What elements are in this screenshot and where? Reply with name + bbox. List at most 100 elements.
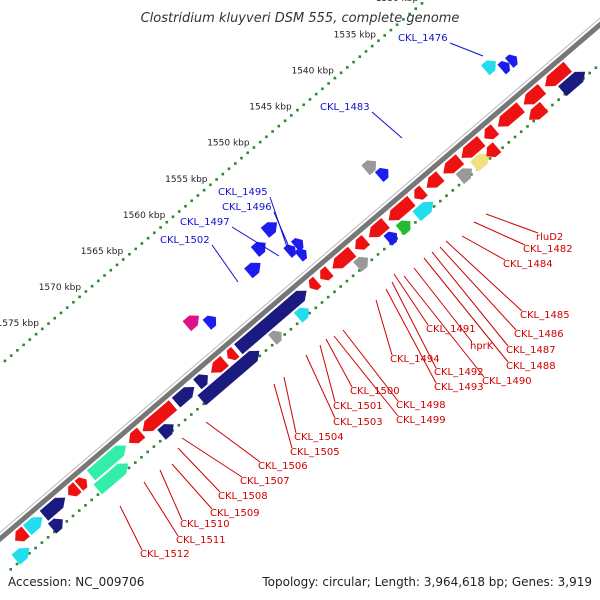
forward-gene-1: [202, 315, 217, 330]
reverse-gene-tier2-14: [529, 101, 549, 120]
inner-scale-dot: [202, 402, 205, 406]
outer-scale-dot: [364, 50, 368, 53]
reverse-gene-25: [523, 84, 547, 105]
scale-label: 1550 kbp: [207, 139, 250, 149]
inner-scale-dot: [196, 407, 199, 411]
inner-scale-dot: [314, 306, 318, 310]
forward-gene-5: [283, 244, 296, 258]
reverse-gene-tier2-6: [293, 307, 309, 323]
inner-scale-dot: [96, 493, 100, 496]
reverse-leader-line: [119, 505, 143, 551]
inner-scale-dot: [488, 157, 492, 160]
reverse-leader-line: [181, 437, 243, 478]
reverse-gene-label: CKL_1492: [434, 367, 484, 378]
forward-gene-label: CKL_1495: [218, 187, 268, 198]
inner-scale-dot: [146, 450, 149, 454]
outer-scale-dot: [65, 306, 69, 309]
outer-scale-dot: [134, 247, 137, 251]
outer-scale-dot: [308, 98, 312, 101]
inner-scale-dot: [326, 295, 330, 299]
outer-scale-dot: [358, 55, 362, 58]
inner-scale-dot: [563, 93, 567, 96]
scale-label: 1570 kbp: [39, 283, 82, 293]
reverse-gene-23: [484, 124, 500, 140]
outer-scale-dot: [28, 338, 32, 341]
outer-scale-dot: [271, 130, 274, 133]
reverse-gene-26: [545, 61, 572, 87]
inner-scale-dot: [134, 461, 137, 464]
outer-scale-dot: [302, 103, 305, 107]
reverse-gene-19: [414, 185, 428, 200]
reverse-gene-label: CKL_1504: [294, 432, 344, 443]
reverse-gene-7: [142, 400, 178, 432]
outer-scale-dot: [196, 194, 200, 197]
reverse-gene-tier2-8: [383, 231, 397, 246]
inner-scale-dot: [370, 258, 374, 262]
reverse-gene-tier2-1: [47, 518, 63, 534]
forward-gene-12: [505, 54, 518, 68]
inner-scale-dot: [283, 333, 286, 336]
reverse-gene-label: CKL_1507: [240, 476, 290, 487]
outer-scale-dot: [215, 178, 218, 181]
outer-scale-dot: [121, 258, 125, 261]
reverse-leader-line: [385, 288, 437, 384]
reverse-gene-label: hprK: [470, 341, 494, 352]
reverse-gene-label: CKL_1511: [176, 535, 226, 546]
outer-scale-dot: [109, 268, 113, 272]
forward-leader-line: [231, 226, 280, 257]
inner-scale-dot: [258, 354, 262, 358]
outer-scale-dot: [47, 322, 50, 325]
reverse-gene-tier2-15: [558, 71, 586, 97]
reverse-gene-6: [129, 427, 146, 444]
reverse-gene-tier2-7: [353, 256, 368, 272]
scale-label: 1560 kbp: [123, 211, 166, 221]
outer-scale-dot: [246, 151, 249, 155]
genome-summary-text: Topology: circular; Length: 3,964,618 bp…: [261, 575, 592, 589]
forward-gene-10: [481, 60, 496, 76]
reverse-gene-label: CKL_1486: [514, 329, 564, 340]
reverse-leader-line: [375, 299, 393, 356]
outer-scale-dot: [227, 167, 231, 171]
reverse-gene-12: [234, 290, 307, 355]
forward-leader-line: [273, 211, 293, 255]
inner-scale-dot: [333, 290, 336, 294]
forward-gene-8: [361, 160, 377, 176]
inner-scale-dot: [15, 562, 19, 566]
accession-text: Accession: NC_009706: [8, 575, 144, 589]
inner-scale-dot: [40, 541, 44, 544]
reverse-gene-tier2-10: [412, 201, 434, 222]
reverse-leader-line: [325, 338, 353, 388]
scale-label: 1555 kbp: [165, 175, 208, 185]
forward-gene-label: CKL_1483: [320, 102, 370, 113]
outer-scale-dot: [333, 76, 337, 80]
reverse-gene-8: [171, 387, 195, 408]
forward-leader-line: [211, 244, 239, 283]
reverse-leader-line: [393, 273, 429, 326]
reverse-gene-label: CKL_1485: [520, 310, 570, 321]
outer-scale-dot: [97, 279, 100, 283]
inner-scale-dot: [358, 269, 361, 272]
outer-scale-dot: [3, 359, 7, 363]
inner-scale-dot: [140, 455, 143, 459]
outer-scale-dot: [16, 349, 19, 352]
inner-scale-dot: [383, 247, 386, 251]
inner-scale-dot: [90, 498, 93, 502]
inner-scale-dot: [526, 125, 529, 128]
outer-scale-dot: [9, 354, 13, 357]
outer-scale-dot: [171, 215, 175, 219]
reverse-leader-line: [423, 257, 509, 363]
reverse-gene-label: CKL_1499: [396, 415, 446, 426]
inner-scale-dot: [177, 423, 181, 427]
outer-scale-dot: [389, 28, 393, 32]
inner-scale-dot: [77, 509, 81, 512]
forward-gene-3: [250, 242, 266, 257]
inner-scale-dot: [507, 141, 511, 144]
reverse-gene-tier2-12: [470, 153, 490, 172]
outer-scale-dot: [346, 66, 349, 69]
reverse-gene-label: CKL_1498: [396, 400, 446, 411]
inner-scale-dot: [445, 194, 448, 197]
inner-scale-dot: [376, 253, 380, 256]
outer-scale-dot: [209, 183, 212, 187]
inner-scale-dot: [588, 71, 591, 75]
